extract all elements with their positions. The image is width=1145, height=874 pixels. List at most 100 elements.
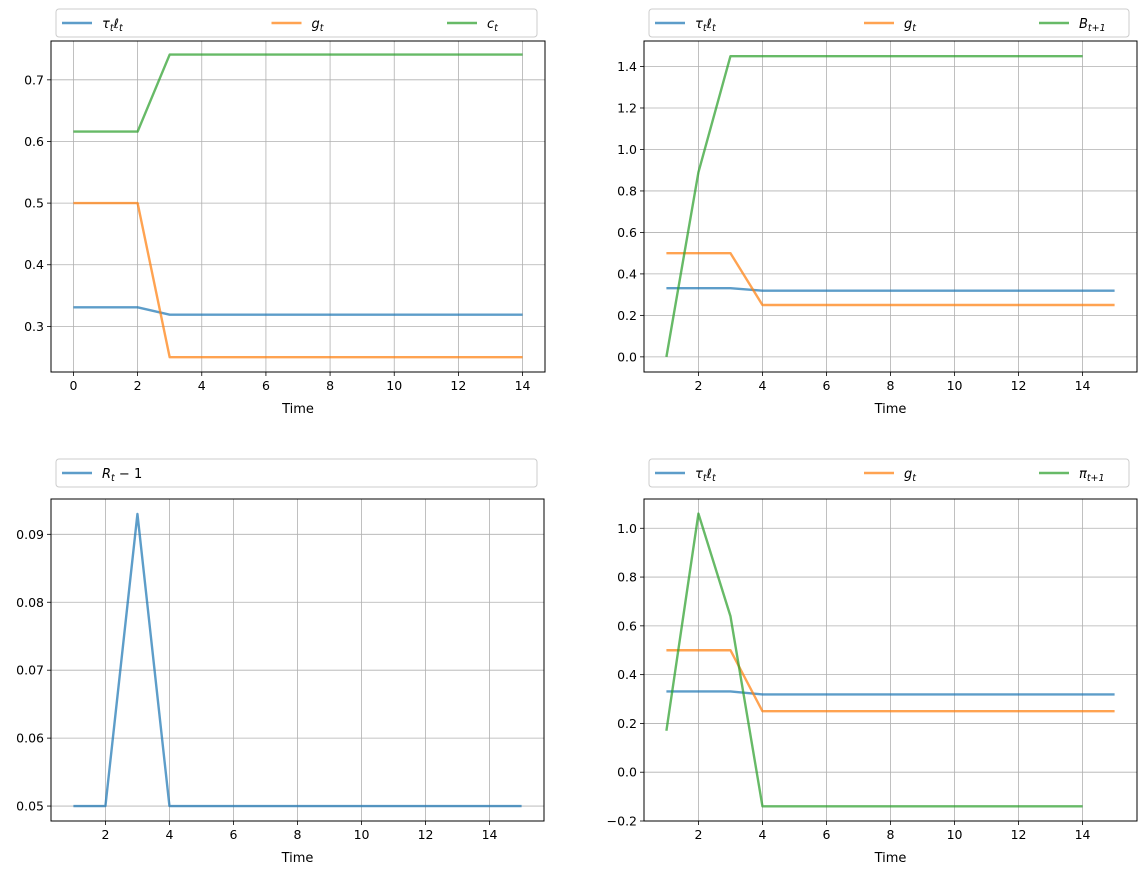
- legend-item-3: Bt+1: [1039, 17, 1106, 34]
- legend-label: τtℓt: [102, 17, 124, 34]
- x-tick-label: 0: [69, 378, 77, 393]
- y-tick-label: 0.07: [16, 663, 44, 678]
- y-tick-label: 0.4: [24, 257, 44, 272]
- y-tick-label: 0.5: [24, 196, 44, 211]
- x-axis-title: Time: [874, 402, 907, 417]
- legend: Rt − 1: [55, 458, 538, 488]
- legend-item-1: τtℓt: [655, 467, 717, 484]
- y-tick-label: 0.05: [16, 799, 44, 814]
- legend-item-3: πt+1: [1039, 467, 1105, 484]
- x-tick-label: 12: [418, 827, 434, 842]
- y-tick-label: 0.2: [617, 308, 637, 323]
- y-tick-label: 0.09: [16, 527, 44, 542]
- x-tick-label: 2: [694, 827, 702, 842]
- x-tick-label: 4: [198, 378, 206, 393]
- x-tick-label: 8: [887, 827, 895, 842]
- axes-frame: [50, 40, 546, 373]
- y-tick-label: 0.0: [617, 349, 637, 364]
- subplot-3: 2 4 6 8 10 12 14 0.05 0.06 0.07 0.08 0.09 Time Rt − 1: [16, 458, 545, 866]
- x-tick-label: 14: [1075, 378, 1091, 393]
- y-tick-label: 0.3: [24, 319, 44, 334]
- x-tick-label: 14: [482, 827, 498, 842]
- x-tick-label: 14: [1075, 827, 1091, 842]
- x-tick-label: 6: [822, 827, 830, 842]
- x-tick-label: 12: [1011, 378, 1027, 393]
- y-tick-label: 0.2: [617, 716, 637, 731]
- x-tick-label: 4: [758, 827, 766, 842]
- legend-item-1: τtℓt: [655, 17, 717, 34]
- series-line-1: [73, 512, 522, 808]
- y-tick-label: 0.8: [617, 183, 637, 198]
- x-axis-title: Time: [281, 851, 314, 866]
- legend-label: Rt − 1: [102, 467, 142, 484]
- legend-item-3: ct: [447, 17, 499, 34]
- x-tick-label: 8: [294, 827, 302, 842]
- legend-item-2: gt: [271, 17, 325, 34]
- subplot-1: 0 2 4 6 8 10 12 14 0.3 0.4 0.5 0.6 0.7 Time τtℓt gt ct: [24, 8, 546, 417]
- y-tick-label: 1.0: [617, 521, 637, 536]
- legend-label: gt: [904, 467, 917, 484]
- x-tick-label: 2: [134, 378, 142, 393]
- series-line-3: [665, 54, 1083, 358]
- y-tick-label: 0.6: [24, 134, 44, 149]
- y-tick-label: 1.4: [617, 59, 637, 74]
- x-tick-label: 10: [386, 378, 402, 393]
- x-tick-label: 8: [326, 378, 334, 393]
- series-line-2: [666, 251, 1115, 307]
- legend-box: [55, 458, 538, 488]
- legend-item-1: Rt − 1: [62, 467, 142, 484]
- series-line-3: [665, 512, 1083, 808]
- x-tick-label: 4: [165, 827, 173, 842]
- y-tick-label: 0.6: [617, 225, 637, 240]
- plot-area: [51, 41, 545, 372]
- legend-item-1: τtℓt: [62, 17, 124, 34]
- x-tick-label: 8: [887, 378, 895, 393]
- legend: τtℓt gt πt+1: [648, 458, 1130, 488]
- y-tick-label: 1.2: [617, 100, 637, 115]
- y-tick-label: 0.8: [617, 570, 637, 585]
- legend-item-2: gt: [864, 467, 917, 484]
- x-tick-label: 2: [101, 827, 109, 842]
- series-line-1: [666, 690, 1115, 696]
- y-tick-label: 0.0: [617, 765, 637, 780]
- legend-label: τtℓt: [695, 467, 717, 484]
- legend-label: gt: [904, 17, 917, 34]
- series-line-1: [666, 287, 1115, 292]
- x-tick-label: 6: [822, 378, 830, 393]
- x-tick-label: 10: [354, 827, 370, 842]
- legend: τtℓt gt ct: [55, 8, 538, 38]
- x-tick-label: 14: [515, 378, 531, 393]
- series-line-2: [666, 649, 1115, 713]
- x-tick-label: 6: [262, 378, 270, 393]
- legend-label: Bt+1: [1079, 17, 1106, 34]
- y-tick-label: 0.06: [16, 731, 44, 746]
- x-tick-label: 10: [947, 378, 963, 393]
- x-axis-title: Time: [281, 402, 314, 417]
- legend-label: πt+1: [1079, 467, 1105, 484]
- series-line-2: [73, 201, 523, 359]
- x-axis-title: Time: [874, 851, 907, 866]
- y-tick-label: 1.0: [617, 142, 637, 157]
- series-line-3: [73, 53, 523, 133]
- legend-item-2: gt: [864, 17, 917, 34]
- x-tick-label: 6: [229, 827, 237, 842]
- legend-label: τtℓt: [695, 17, 717, 34]
- y-tick-label: −0.2: [607, 814, 637, 829]
- y-tick-label: 0.6: [617, 618, 637, 633]
- y-tick-label: 0.7: [24, 72, 44, 87]
- y-tick-label: 0.4: [617, 667, 637, 682]
- x-tick-label: 12: [1011, 827, 1027, 842]
- series-line-1: [73, 306, 523, 316]
- subplot-2: 2 4 6 8 10 12 14 0.0 0.2 0.4 0.6 0.8 1.0 1.2 1.4 Time τt…: [617, 8, 1138, 417]
- x-tick-label: 4: [758, 378, 766, 393]
- legend-label: gt: [312, 17, 325, 34]
- legend: τtℓt gt Bt+1: [648, 8, 1130, 38]
- legend-label: ct: [487, 17, 499, 34]
- x-tick-label: 10: [947, 827, 963, 842]
- y-tick-label: 0.4: [617, 266, 637, 281]
- y-tick-label: 0.08: [16, 595, 44, 610]
- subplot-4: 2 4 6 8 10 12 14 −0.2 0.0 0.2 0.4 0.6 0.8 1.0 Time τtℓt…: [607, 458, 1138, 866]
- x-tick-label: 12: [450, 378, 466, 393]
- x-tick-label: 2: [694, 378, 702, 393]
